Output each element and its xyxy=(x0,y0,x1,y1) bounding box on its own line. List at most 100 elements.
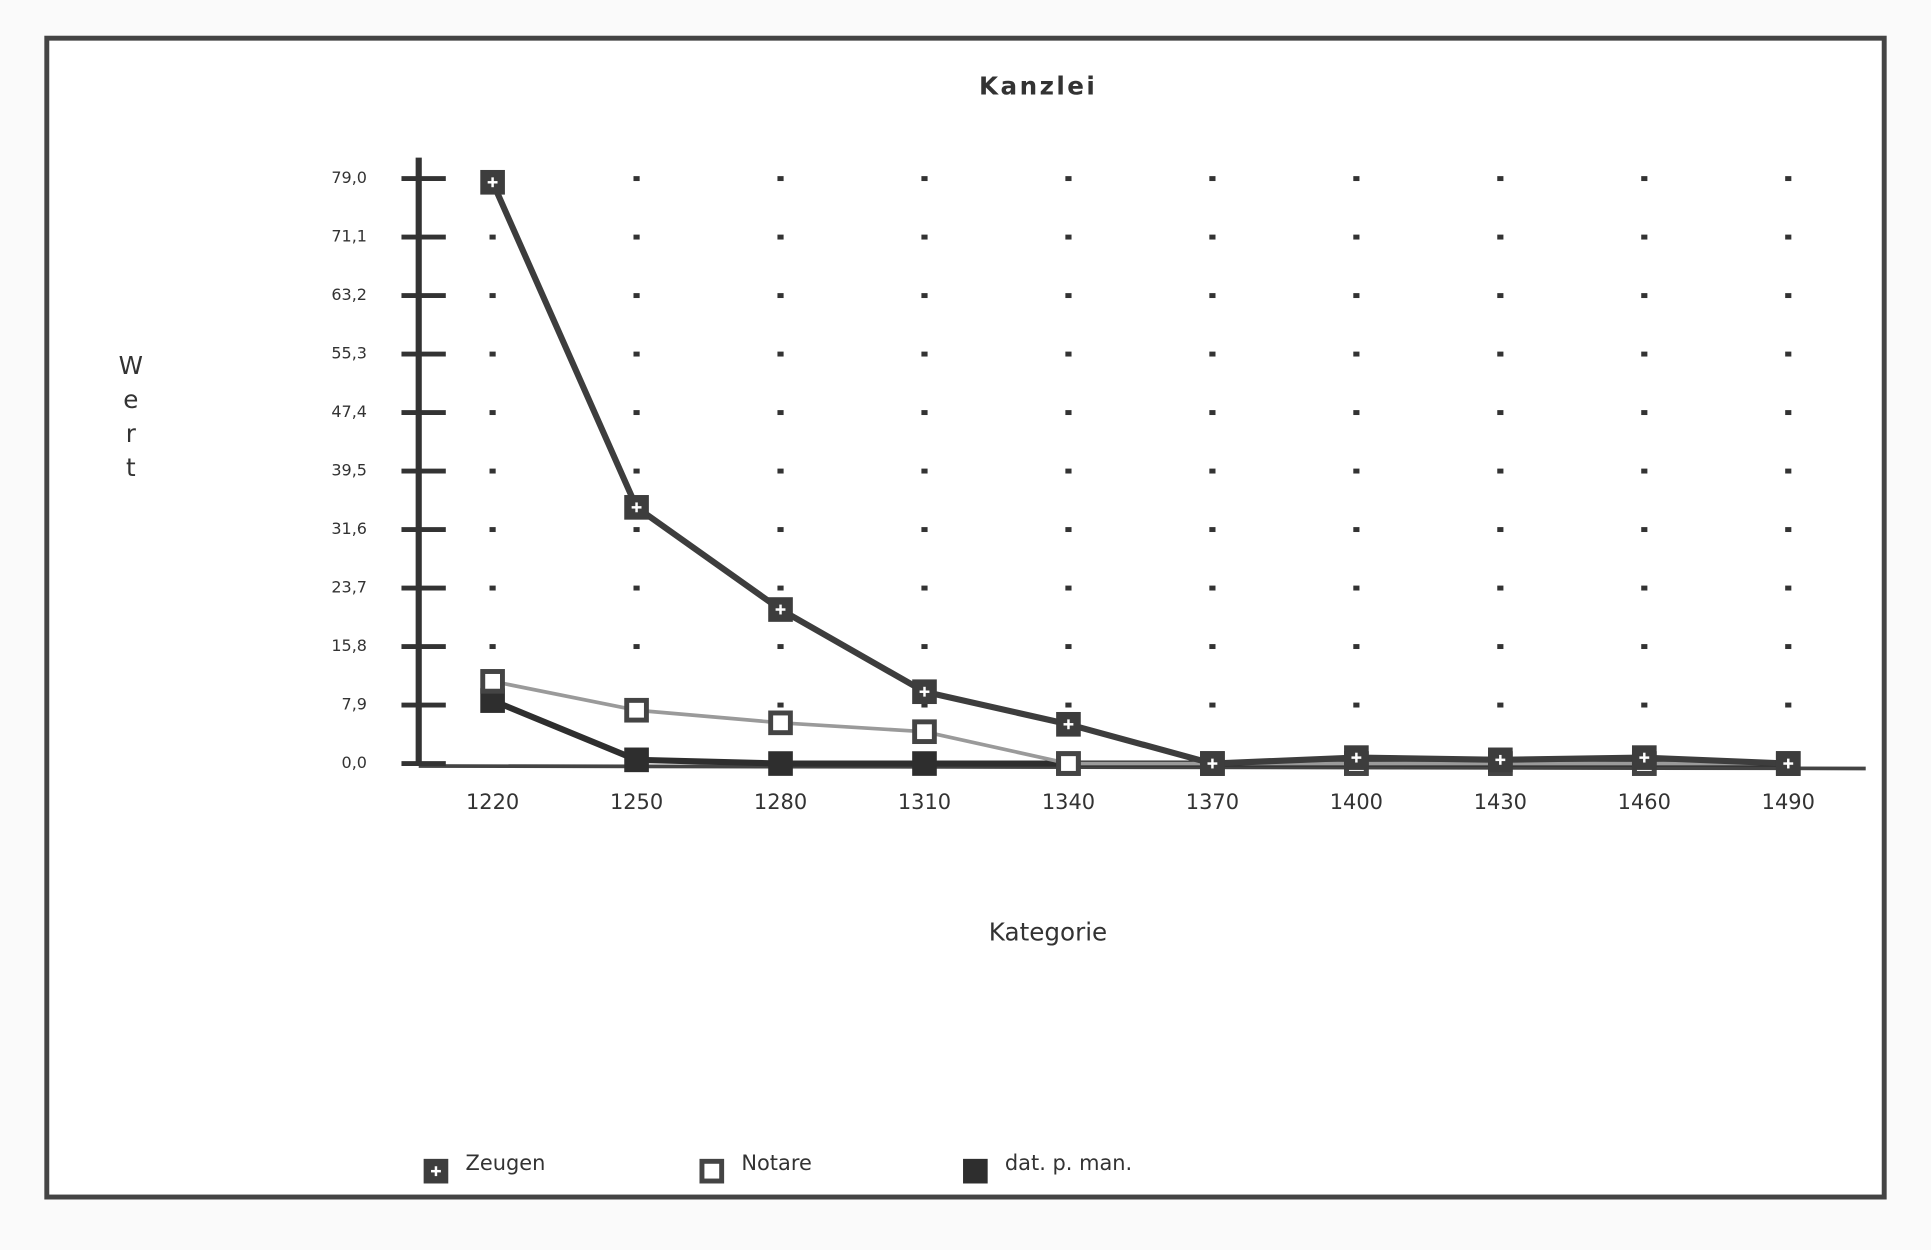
marker xyxy=(624,697,649,723)
marker xyxy=(1200,751,1225,776)
x-tick-label: 1250 xyxy=(610,790,663,814)
grid-dot xyxy=(1641,644,1648,650)
grid-dot xyxy=(777,702,784,708)
x-tick-label: 1400 xyxy=(1330,790,1383,814)
marker xyxy=(912,679,937,705)
grid-dot xyxy=(777,527,784,533)
legend-label: dat. p. man. xyxy=(1005,1151,1132,1175)
grid-dot xyxy=(1497,702,1504,708)
legend-label: Notare xyxy=(741,1151,811,1175)
grid-dot xyxy=(777,351,784,357)
grid-dot xyxy=(1785,176,1792,182)
grid-dot xyxy=(1353,468,1360,474)
grid-dot xyxy=(489,468,496,474)
grid-dot xyxy=(1353,585,1360,591)
grid-dot xyxy=(489,234,496,240)
grid-dot xyxy=(633,234,640,240)
grid-dot xyxy=(489,585,496,591)
marker xyxy=(1488,747,1513,773)
grid-dot xyxy=(1209,527,1216,533)
grid-dot xyxy=(921,176,928,182)
legend-label: Zeugen xyxy=(466,1151,546,1175)
grid-dot xyxy=(1353,644,1360,650)
grid-dot xyxy=(633,293,640,299)
grid-dot xyxy=(1497,234,1504,240)
marker-box xyxy=(1056,751,1081,776)
marker-box xyxy=(768,751,793,776)
grid-dot xyxy=(1641,468,1648,474)
grid-dot xyxy=(1497,644,1504,650)
x-tick-label: 1340 xyxy=(1042,790,1095,814)
grid-dot xyxy=(1641,585,1648,591)
grid-dot xyxy=(1209,410,1216,416)
grid-dot xyxy=(1353,176,1360,182)
marker-box xyxy=(699,1158,725,1184)
grid-dot xyxy=(777,644,784,650)
grid-dot xyxy=(1641,410,1648,416)
grid-dot xyxy=(777,176,784,182)
grid-dot xyxy=(1353,234,1360,240)
grid-dot xyxy=(1497,351,1504,357)
marker xyxy=(768,597,793,622)
grid-dot xyxy=(633,585,640,591)
marker xyxy=(1775,751,1801,776)
grid-dot xyxy=(1065,176,1072,182)
grid-dot xyxy=(1353,410,1360,416)
grid-dot xyxy=(1065,351,1072,357)
marker xyxy=(1056,751,1081,776)
grid-dot xyxy=(921,585,928,591)
grid-dot xyxy=(489,410,496,416)
grid-dot xyxy=(1641,351,1648,357)
grid-dot xyxy=(1065,644,1072,650)
grid-dot xyxy=(1497,527,1504,533)
y-axis-title: Wert xyxy=(116,351,145,487)
grid-dot xyxy=(921,351,928,357)
grid-dot xyxy=(1065,702,1072,708)
x-tick-label: 1310 xyxy=(898,790,951,814)
y-tick-label: 55,3 xyxy=(331,344,367,363)
grid-dot xyxy=(921,644,928,650)
grid-dot xyxy=(633,176,640,182)
legend-marker xyxy=(423,1158,449,1184)
grid-dot xyxy=(1065,468,1072,474)
grid-dot xyxy=(777,468,784,474)
grid-dot xyxy=(1209,585,1216,591)
marker xyxy=(1056,711,1081,737)
y-tick-label: 47,4 xyxy=(331,402,367,421)
grid-dot xyxy=(1497,293,1504,299)
grid-dot xyxy=(921,410,928,416)
legend-marker xyxy=(699,1158,725,1184)
grid-dot xyxy=(921,468,928,474)
grid-dot xyxy=(921,234,928,240)
marker-box xyxy=(624,697,649,723)
grid-dot xyxy=(633,468,640,474)
grid-dot xyxy=(1353,351,1360,357)
grid-dot xyxy=(1785,585,1792,591)
chart-title: Kanzlei xyxy=(979,71,1097,100)
grid-dot xyxy=(633,410,640,416)
grid-dot xyxy=(1497,410,1504,416)
grid-dot xyxy=(1785,702,1792,708)
marker-box xyxy=(624,747,649,773)
grid-dot xyxy=(1209,176,1216,182)
x-axis xyxy=(418,764,1866,771)
grid-dot xyxy=(489,293,496,299)
y-tick-label: 39,5 xyxy=(331,461,367,480)
grid-dot xyxy=(777,234,784,240)
x-tick-label: 1280 xyxy=(754,790,807,814)
marker xyxy=(912,719,937,745)
y-tick-label: 15,8 xyxy=(331,636,367,655)
grid-dot xyxy=(633,351,640,357)
marker xyxy=(480,669,505,694)
grid-dot xyxy=(1353,702,1360,708)
grid-dot xyxy=(1641,702,1648,708)
legend-item: Notare xyxy=(699,1151,812,1184)
y-tick-label: 71,1 xyxy=(331,227,367,246)
x-axis-title: Kategorie xyxy=(989,917,1107,946)
grid-dot xyxy=(1785,351,1792,357)
legend-item: dat. p. man. xyxy=(963,1151,1132,1184)
grid-dot xyxy=(489,644,496,650)
grid-dot xyxy=(633,527,640,533)
marker xyxy=(768,710,793,736)
grid-dot xyxy=(1785,234,1792,240)
